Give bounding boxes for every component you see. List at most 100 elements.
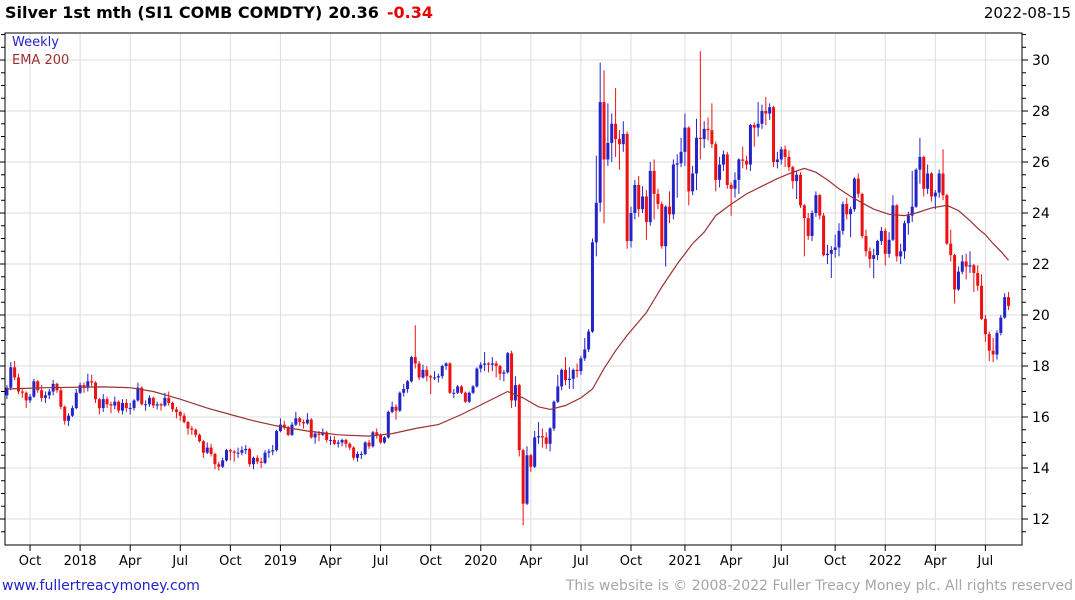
candlestick-down — [228, 450, 232, 452]
candlestick-down — [929, 173, 933, 197]
candlestick-down — [167, 397, 171, 403]
candlestick-up — [629, 213, 633, 242]
candlestick-up — [933, 192, 937, 197]
candlestick-up — [825, 253, 829, 256]
candlestick-up — [841, 204, 845, 231]
candlestick-down — [617, 139, 621, 145]
candlestick-down — [521, 450, 525, 504]
candlestick-up — [837, 230, 841, 248]
candlestick-down — [498, 366, 502, 374]
candlestick-up — [78, 385, 82, 393]
candlestick-down — [124, 402, 128, 409]
y-axis-label: 20 — [1032, 308, 1050, 324]
candlestick-down — [463, 392, 467, 402]
candlestick-down — [255, 457, 259, 462]
candlestick-down — [309, 419, 313, 438]
candlestick-down — [248, 448, 252, 465]
candlestick-up — [155, 404, 159, 406]
candlestick-up — [467, 392, 471, 402]
candlestick-down — [725, 154, 729, 185]
candlestick-down — [36, 381, 40, 391]
candlestick-up — [683, 127, 687, 152]
candlestick-down — [845, 204, 849, 215]
x-axis-label: 2022 — [869, 554, 902, 569]
candlestick-up — [382, 437, 386, 443]
candlestick-down — [764, 111, 768, 114]
candlestick-down — [140, 387, 144, 405]
candlestick-down — [860, 193, 864, 236]
candlestick-up — [359, 453, 363, 455]
candlestick-down — [991, 350, 995, 355]
website-link[interactable]: www.fullertreacymoney.com — [2, 578, 200, 594]
candlestick-up — [679, 151, 683, 164]
candlestick-down — [656, 193, 660, 205]
candlestick-up — [556, 386, 560, 402]
candlestick-down — [325, 432, 329, 440]
x-axis-label: Apr — [319, 554, 342, 569]
candlestick-up — [163, 397, 167, 406]
candlestick-down — [945, 195, 949, 244]
candlestick-up — [960, 261, 964, 272]
candlestick-down — [298, 418, 302, 423]
instrument-name: Silver 1st mth (SI1 COMB COMDTY) — [5, 3, 323, 22]
candlestick-down — [625, 133, 629, 242]
candlestick-down — [637, 184, 641, 210]
candlestick-up — [28, 396, 32, 401]
y-axis-label: 26 — [1032, 155, 1050, 171]
candlestick-down — [425, 369, 429, 377]
candlestick-down — [791, 167, 795, 182]
candlestick-up — [433, 377, 437, 379]
y-axis-label: 18 — [1032, 359, 1050, 375]
candlestick-down — [980, 285, 984, 319]
candlestick-down — [668, 206, 672, 215]
candlestick-down — [864, 235, 868, 252]
candlestick-up — [914, 169, 918, 207]
candlestick-up — [779, 149, 783, 160]
candlestick-down — [922, 156, 926, 189]
candlestick-down — [201, 441, 205, 453]
candlestick-up — [606, 142, 610, 160]
x-axis-label: Apr — [520, 554, 543, 569]
candlestick-up — [775, 159, 779, 163]
plot-border — [4, 32, 1023, 546]
candlestick-down — [352, 447, 356, 458]
candlestick-up — [386, 411, 390, 438]
candlestick-down — [953, 255, 957, 290]
candlestick-down — [117, 401, 121, 411]
candlestick-up — [852, 178, 856, 210]
candlestick-up — [9, 367, 13, 388]
candlestick-up — [664, 206, 668, 247]
candlestick-down — [413, 357, 417, 364]
candlestick-up — [956, 271, 960, 290]
candlestick-up — [675, 163, 679, 165]
candlestick-down — [82, 385, 86, 388]
candlestick-up — [571, 369, 575, 379]
candlestick-up — [440, 366, 444, 377]
candlestick-up — [5, 387, 9, 396]
candlestick-up — [594, 202, 598, 243]
candlestick-down — [232, 451, 236, 453]
candlestick-down — [941, 173, 945, 196]
candlestick-down — [752, 125, 756, 128]
candlestick-up — [402, 388, 406, 393]
x-axis-label: Jul — [572, 554, 589, 569]
candlestick-down — [494, 363, 498, 367]
candlestick-down — [698, 137, 702, 140]
candlestick-down — [745, 160, 749, 165]
candlestick-up — [244, 448, 248, 451]
candlestick-down — [109, 404, 113, 406]
candlestick-down — [510, 353, 514, 401]
copyright-text: This website is © 2008-2022 Fuller Treac… — [565, 578, 1073, 594]
candlestick-down — [105, 399, 109, 405]
candlestick-down — [198, 434, 202, 442]
candlestick-down — [517, 385, 521, 451]
candlestick-up — [147, 397, 151, 405]
candlestick-up — [537, 436, 541, 438]
candlestick-down — [802, 205, 806, 219]
candlestick-up — [748, 125, 752, 165]
y-axis-label: 14 — [1032, 461, 1050, 477]
chart-title: Silver 1st mth (SI1 COMB COMDTY) 20.36 -0.… — [5, 3, 433, 22]
x-axis-label: Apr — [119, 554, 142, 569]
candlestick-up — [548, 428, 552, 444]
candlestick-down — [868, 251, 872, 259]
